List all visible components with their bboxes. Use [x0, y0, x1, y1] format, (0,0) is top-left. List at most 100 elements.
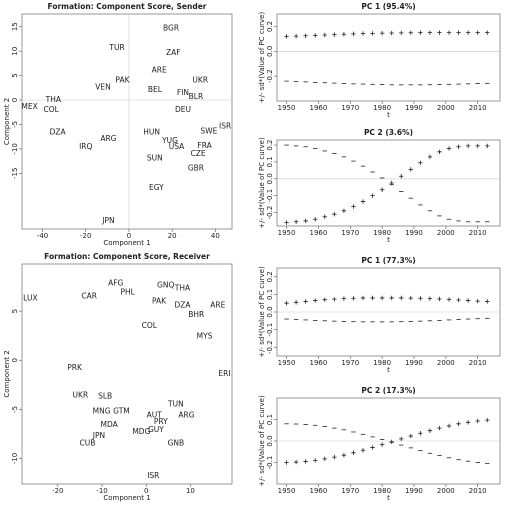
- point-label: MDG: [132, 427, 150, 436]
- curve-marker: [313, 458, 318, 463]
- curve-marker: [389, 439, 394, 445]
- x-tick-label: 1990: [405, 229, 423, 237]
- curve-marker: [408, 295, 413, 301]
- curve-marker: [370, 295, 375, 301]
- curve-marker: [389, 30, 394, 36]
- point-label: JPN: [101, 216, 114, 225]
- point-label: CZE: [191, 149, 206, 158]
- curve-marker: [313, 33, 318, 38]
- point-label: PAK: [152, 296, 167, 305]
- x-tick-label: 1990: [405, 104, 423, 112]
- curve-marker: [284, 460, 289, 465]
- point-label: MYS: [197, 332, 213, 341]
- curve-marker: [322, 214, 327, 219]
- x-tick-label: 2000: [437, 104, 455, 112]
- x-tick-label: 1960: [310, 359, 328, 367]
- point-label: DZA: [174, 300, 191, 309]
- curve-marker: [303, 218, 308, 224]
- y-tick-label: 10: [11, 47, 19, 56]
- curve-marker: [437, 30, 442, 35]
- curve-marker: [284, 301, 289, 306]
- x-tick-label: 2010: [469, 487, 487, 495]
- x-tick-label: 1980: [373, 104, 391, 112]
- x-tick-label: 1980: [373, 359, 391, 367]
- curve-marker: [485, 30, 490, 35]
- point-label: GNB: [168, 439, 185, 448]
- point-label: LUX: [23, 293, 37, 302]
- x-tick-label: 2010: [469, 359, 487, 367]
- point-label: MDA: [100, 420, 118, 429]
- y-tick-label: -0.2: [266, 340, 274, 354]
- point-label: MEX: [21, 102, 37, 111]
- curve-marker: [485, 417, 490, 423]
- y-axis-label: Component 2: [3, 350, 11, 397]
- point-label: PRK: [67, 363, 83, 372]
- curve-marker: [341, 452, 347, 458]
- y-tick-label: -15: [11, 168, 19, 179]
- x-tick-label: 1960: [310, 104, 328, 112]
- curve-marker: [370, 31, 375, 36]
- x-tick-label: 1990: [405, 359, 423, 367]
- curve-marker: [379, 187, 385, 192]
- curve-marker: [456, 297, 461, 303]
- y-tick-label: 0.0: [266, 306, 274, 317]
- x-tick-label: 1960: [310, 229, 328, 237]
- y-tick-label: 0.1: [266, 289, 274, 300]
- curve-marker: [437, 296, 442, 302]
- curve-marker: [437, 425, 442, 431]
- y-tick-label: 0: [11, 98, 19, 102]
- curve-marker: [313, 217, 318, 222]
- curve-marker: [293, 300, 299, 305]
- point-label: TUN: [167, 399, 184, 408]
- curve-marker: [341, 32, 347, 37]
- x-tick-label: 0: [127, 232, 131, 240]
- point-label: GBR: [188, 163, 204, 172]
- x-tick-label: -40: [37, 232, 48, 240]
- point-label: GTM: [113, 406, 130, 415]
- y-tick-label: 0.2: [266, 21, 274, 32]
- y-tick-label: -0.1: [266, 189, 274, 203]
- curve-marker: [303, 33, 308, 38]
- x-tick-label: 1960: [310, 487, 328, 495]
- y-tick-label: -0.1: [266, 323, 274, 337]
- point-label: FRA: [197, 141, 212, 150]
- chart-title: PC 1 (77.3%): [361, 256, 415, 265]
- curve-marker: [370, 445, 375, 450]
- curve-marker: [313, 298, 318, 303]
- curve-marker: [485, 143, 490, 149]
- point-label: BEL: [148, 85, 163, 94]
- point-label: FIN: [177, 88, 189, 97]
- x-tick-label: 0: [144, 487, 148, 495]
- y-axis-label: +/- sd*(Value of PC curve): [258, 12, 266, 104]
- point-label: VEN: [95, 82, 110, 91]
- point-label: ARE: [152, 66, 167, 75]
- curve-marker: [370, 193, 375, 198]
- curve-marker: [284, 220, 289, 225]
- curve-marker: [427, 30, 433, 35]
- point-label: DZA: [50, 127, 67, 136]
- curve-marker: [408, 433, 413, 439]
- y-tick-label: -10: [11, 143, 19, 154]
- point-label: PHL: [120, 287, 135, 296]
- point-label: SUN: [147, 154, 163, 163]
- point-label: ARG: [178, 410, 194, 419]
- curve-marker: [341, 208, 347, 214]
- y-tick-label: -0.1: [266, 456, 274, 470]
- curve-marker: [475, 30, 480, 35]
- x-tick-label: 10: [186, 487, 195, 495]
- y-tick-label: 0: [11, 358, 19, 362]
- point-label: PAK: [115, 75, 130, 84]
- curve-marker: [418, 431, 423, 436]
- curve-marker: [341, 296, 347, 301]
- point-label: ARG: [100, 134, 116, 143]
- curve-marker: [475, 143, 480, 149]
- curve-marker: [427, 428, 433, 433]
- point-label: AFG: [108, 279, 123, 288]
- x-tick-label: 2010: [469, 229, 487, 237]
- point-label: THA: [174, 284, 191, 293]
- curve-marker: [475, 298, 480, 304]
- curve-marker: [389, 295, 394, 301]
- curve-marker: [303, 459, 308, 464]
- y-tick-label: 0.0: [266, 173, 274, 184]
- x-tick-label: 2000: [437, 229, 455, 237]
